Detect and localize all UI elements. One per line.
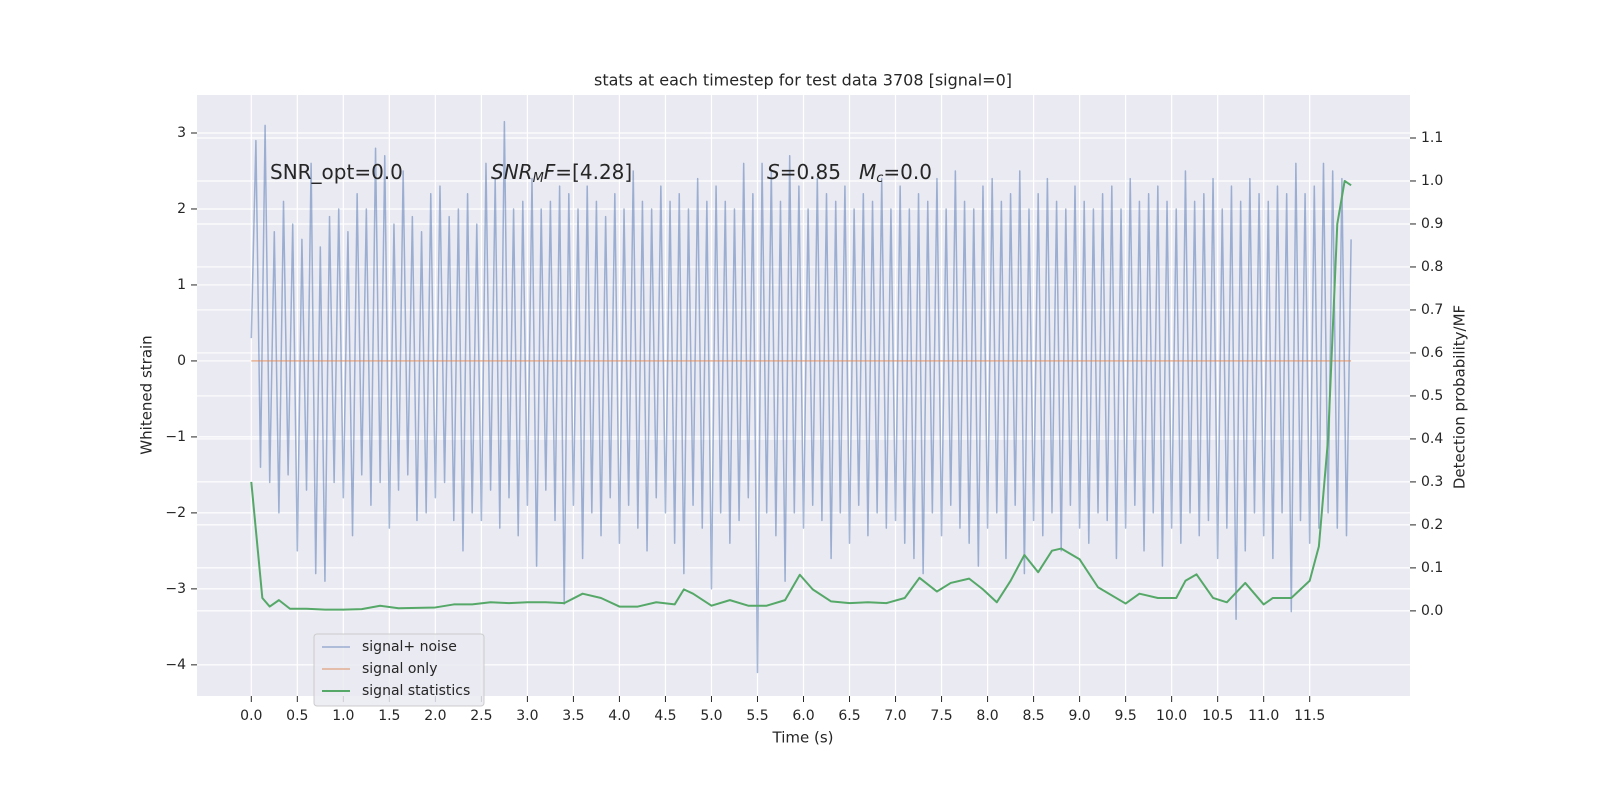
x-tick-label: 10.0 — [1156, 708, 1187, 724]
y2-tick-label: 0.6 — [1421, 345, 1443, 361]
annotation-subscript: M — [533, 171, 544, 186]
x-tick-label: 2.5 — [470, 708, 492, 724]
annotation-text: SNR_opt=0.0 — [270, 160, 403, 184]
annotation-text: F — [544, 160, 556, 184]
annotation: SNR_opt=0.0 — [270, 160, 403, 184]
x-axis-label: Time (s) — [772, 729, 834, 747]
x-tick-label: 8.0 — [976, 708, 998, 724]
y2-tick-label: 1.1 — [1421, 130, 1443, 146]
x-tick-label: 3.0 — [516, 708, 538, 724]
legend-label: signal only — [362, 661, 437, 677]
y2-tick-label: 0.1 — [1421, 560, 1443, 576]
x-tick-label: 5.5 — [746, 708, 768, 724]
legend-label: signal statistics — [362, 683, 470, 699]
x-tick-label: 0.0 — [240, 708, 262, 724]
series-line — [250, 120, 1352, 674]
annotation-subscript: c — [876, 171, 883, 186]
legend-label: signal+ noise — [362, 639, 457, 655]
y2-tick-label: 0.3 — [1421, 474, 1443, 490]
x-tick-label: 11.0 — [1248, 708, 1279, 724]
annotation: Mc=0.0 — [859, 160, 932, 186]
x-tick-label: 6.5 — [838, 708, 860, 724]
x-tick-label: 3.5 — [562, 708, 584, 724]
x-tick-label: 4.5 — [654, 708, 676, 724]
x-tick-label: 4.0 — [608, 708, 630, 724]
y-axis-label: Whitened strain — [138, 335, 156, 454]
y2-tick-label: 0.4 — [1421, 431, 1443, 447]
y-tick-label: −1 — [165, 429, 186, 445]
x-tick-label: 0.5 — [286, 708, 308, 724]
x-tick-label: 10.5 — [1202, 708, 1233, 724]
series-line — [250, 179, 1352, 611]
y2-tick-label: 0.5 — [1421, 388, 1443, 404]
y2-tick-label: 0.2 — [1421, 517, 1443, 533]
annotation-text: =[4.28] — [555, 160, 632, 184]
x-tick-label: 1.5 — [378, 708, 400, 724]
x-tick-label: 2.0 — [424, 708, 446, 724]
x-tick-label: 6.0 — [792, 708, 814, 724]
x-tick-label: 8.5 — [1022, 708, 1044, 724]
y2-tick-label: 0.0 — [1421, 603, 1443, 619]
annotation-text: S — [767, 160, 780, 184]
annotation-text: =0.0 — [883, 160, 932, 184]
y2-axis-label: Detection probability/MF — [1451, 305, 1469, 489]
annotation-text: M — [859, 160, 876, 184]
x-tick-label: 7.0 — [884, 708, 906, 724]
x-tick-label: 1.0 — [332, 708, 354, 724]
y2-tick-label: 0.8 — [1421, 259, 1443, 275]
y-tick-label: 2 — [177, 201, 186, 217]
annotation: SNRMF=[4.28] — [491, 160, 632, 186]
x-tick-label: 11.5 — [1294, 708, 1325, 724]
annotation-text: =0.85 — [780, 160, 841, 184]
x-tick-label: 5.0 — [700, 708, 722, 724]
y2-tick-label: 1.0 — [1421, 173, 1443, 189]
annotation: S=0.85 — [767, 160, 841, 184]
x-tick-label: 9.0 — [1068, 708, 1090, 724]
x-tick-label: 7.5 — [930, 708, 952, 724]
legend-box — [313, 633, 485, 707]
y-tick-label: 0 — [177, 353, 186, 369]
y-tick-label: −3 — [165, 581, 186, 597]
y-tick-label: −4 — [165, 657, 186, 673]
chart-title: stats at each timestep for test data 370… — [594, 71, 1012, 90]
y2-tick-label: 0.9 — [1421, 216, 1443, 232]
x-tick-label: 9.5 — [1114, 708, 1136, 724]
y-tick-label: 3 — [177, 125, 186, 141]
y-tick-label: 1 — [177, 277, 186, 293]
y-tick-label: −2 — [165, 505, 186, 521]
annotation-text: SNR — [491, 160, 533, 184]
y2-tick-label: 0.7 — [1421, 302, 1443, 318]
